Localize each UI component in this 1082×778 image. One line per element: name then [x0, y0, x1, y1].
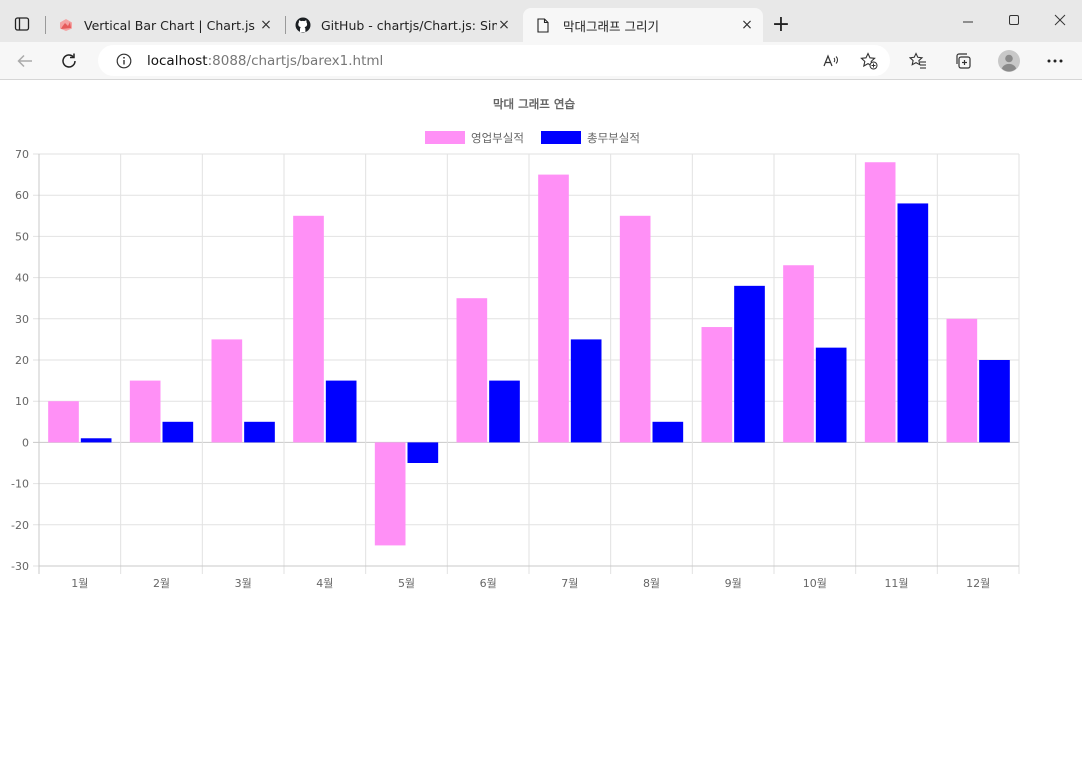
- bar-2-1월: [80, 438, 112, 443]
- minimize-icon[interactable]: [958, 12, 978, 32]
- profile-avatar-icon[interactable]: [997, 49, 1021, 73]
- bar-2-3월: [244, 421, 275, 443]
- bar-1-8월: [619, 215, 651, 443]
- back-arrow-icon[interactable]: [14, 50, 36, 72]
- tab-actions-icon[interactable]: [12, 14, 32, 34]
- bar-1-11월: [864, 162, 896, 443]
- tab-bar-chart-page[interactable]: 막대그래프 그리기 ×: [523, 8, 763, 42]
- close-window-icon[interactable]: [1050, 10, 1070, 30]
- x-tick-label: 2월: [153, 577, 170, 590]
- read-aloud-icon[interactable]: [820, 51, 842, 71]
- y-tick-label: 60: [15, 189, 29, 202]
- url-text[interactable]: localhost:8088/chartjs/barex1.html: [147, 53, 383, 69]
- legend-label-2: 총무부실적: [587, 131, 640, 145]
- bar-1-10월: [783, 265, 814, 443]
- tab-bar: Vertical Bar Chart | Chart.js × GitHub -…: [0, 0, 1082, 42]
- tab-chartjs[interactable]: Vertical Bar Chart | Chart.js ×: [50, 8, 282, 42]
- bar-2-6월: [489, 380, 520, 443]
- bar-2-2월: [162, 421, 194, 443]
- favorites-icon[interactable]: [907, 50, 929, 72]
- bar-2-5월: [407, 442, 439, 463]
- x-tick-label: 12월: [966, 577, 990, 590]
- legend-label-1: 영업부실적: [471, 131, 524, 145]
- y-tick-label: -10: [11, 478, 29, 491]
- bar-2-8월: [652, 421, 684, 443]
- address-toolbar: localhost:8088/chartjs/barex1.html: [0, 42, 1082, 80]
- bar-2-10월: [815, 347, 847, 443]
- x-tick-label: 5월: [398, 577, 415, 590]
- bar-1-9월: [701, 327, 733, 443]
- tab-github[interactable]: GitHub - chartjs/Chart.js: Simple ×: [288, 8, 520, 42]
- y-tick-label: 20: [15, 354, 29, 367]
- bar-2-12월: [979, 360, 1010, 443]
- legend-swatch-2: [541, 131, 581, 144]
- page-icon: [535, 17, 551, 33]
- tab-separator: [285, 16, 286, 34]
- bar-1-3월: [211, 339, 243, 443]
- url-path: :8088/chartjs/barex1.html: [207, 53, 384, 69]
- x-tick-label: 7월: [561, 577, 578, 590]
- info-icon[interactable]: [114, 51, 134, 71]
- bar-1-7월: [538, 174, 569, 443]
- bar-1-2월: [129, 380, 161, 443]
- close-tab-icon[interactable]: ×: [741, 17, 753, 33]
- x-tick-label: 10월: [803, 577, 827, 590]
- tab-title: 막대그래프 그리기: [563, 18, 659, 34]
- y-tick-label: 70: [15, 148, 29, 161]
- maximize-icon[interactable]: [1004, 10, 1024, 30]
- y-tick-label: -20: [11, 519, 29, 532]
- bar-1-5월: [374, 442, 406, 546]
- url-host: localhost: [147, 53, 208, 69]
- collections-icon[interactable]: [952, 50, 974, 72]
- y-tick-label: 50: [15, 230, 29, 243]
- chartjs-logo-icon: [58, 17, 74, 33]
- y-tick-label: 40: [15, 272, 29, 285]
- close-tab-icon[interactable]: ×: [260, 17, 272, 33]
- bar-1-4월: [293, 215, 324, 443]
- bar-1-1월: [48, 401, 79, 443]
- x-tick-label: 4월: [316, 577, 333, 590]
- tab-title: GitHub - chartjs/Chart.js: Simple: [321, 17, 497, 33]
- add-favorite-icon[interactable]: [858, 51, 880, 71]
- bar-2-9월: [734, 285, 765, 443]
- x-tick-label: 8월: [643, 577, 660, 590]
- tab-separator: [45, 16, 46, 34]
- y-tick-label: 0: [22, 436, 29, 449]
- tab-title: Vertical Bar Chart | Chart.js: [84, 17, 255, 33]
- x-tick-label: 6월: [480, 577, 497, 590]
- x-tick-label: 9월: [725, 577, 742, 590]
- bar-2-7월: [570, 339, 602, 443]
- bar-1-12월: [946, 318, 978, 443]
- new-tab-icon[interactable]: +: [771, 11, 791, 37]
- x-tick-label: 1월: [71, 577, 88, 590]
- y-tick-label: 10: [15, 395, 29, 408]
- chart-title: 막대 그래프 연습: [493, 97, 575, 111]
- bar-1-6월: [456, 298, 488, 443]
- close-tab-icon[interactable]: ×: [498, 17, 510, 33]
- y-tick-label: -30: [11, 560, 29, 573]
- x-tick-label: 3월: [235, 577, 252, 590]
- legend-swatch-1: [425, 131, 465, 144]
- x-tick-label: 11월: [884, 577, 908, 590]
- bar-2-11월: [897, 203, 929, 443]
- github-icon: [294, 16, 312, 34]
- address-bar[interactable]: localhost:8088/chartjs/barex1.html: [98, 45, 890, 76]
- bar-2-4월: [325, 380, 357, 443]
- y-tick-label: 30: [15, 313, 29, 326]
- refresh-icon[interactable]: [58, 50, 80, 72]
- more-menu-icon[interactable]: [1044, 50, 1066, 72]
